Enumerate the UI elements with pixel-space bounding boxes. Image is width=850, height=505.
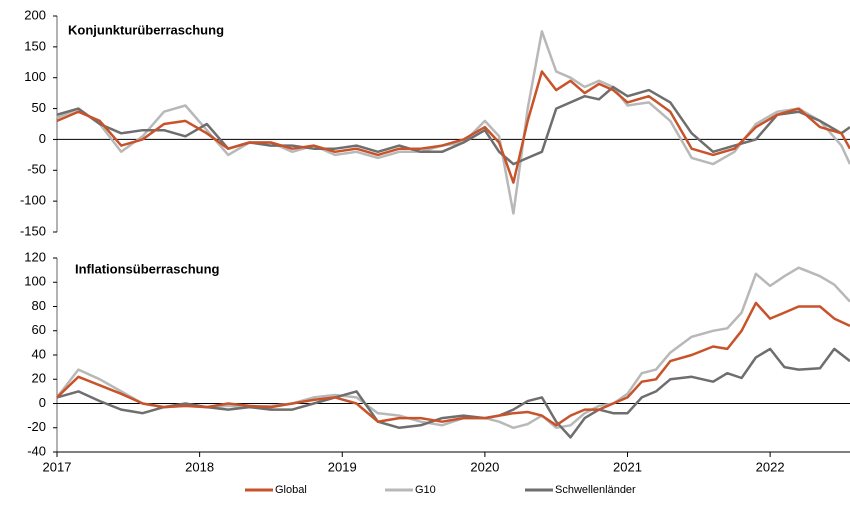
- y-tick-label: 20: [32, 371, 46, 386]
- y-tick-label: 200: [24, 7, 46, 22]
- y-tick-label: -100: [20, 193, 46, 208]
- x-tick-label: 2021: [613, 459, 642, 474]
- y-tick-label: 40: [32, 346, 46, 361]
- y-tick-label: -40: [27, 443, 46, 458]
- y-tick-label: 100: [24, 274, 46, 289]
- chart-title: Konjunkturüberraschung: [68, 22, 224, 37]
- y-tick-label: 100: [24, 69, 46, 84]
- chart-title: Inflationsüberraschung: [75, 261, 220, 276]
- x-tick-label: 2018: [185, 459, 214, 474]
- y-tick-label: 120: [24, 249, 46, 264]
- x-tick-label: 2017: [43, 459, 72, 474]
- legend-label: Global: [275, 484, 307, 496]
- series-line: [56, 347, 850, 439]
- y-tick-label: 150: [24, 38, 46, 53]
- y-tick-label: -50: [27, 162, 46, 177]
- y-tick-label: 80: [32, 298, 46, 313]
- y-tick-label: -20: [27, 419, 46, 434]
- x-tick-label: 2022: [756, 459, 785, 474]
- series-line: [56, 70, 850, 184]
- x-tick-label: 2020: [470, 459, 499, 474]
- x-tick-label: 2019: [328, 459, 357, 474]
- legend-label: G10: [415, 484, 436, 496]
- series-line: [56, 85, 850, 166]
- y-tick-label: -150: [20, 223, 46, 238]
- y-tick-label: 0: [39, 395, 46, 410]
- y-tick-label: 0: [39, 131, 46, 146]
- y-tick-label: 50: [32, 100, 46, 115]
- y-tick-label: 60: [32, 322, 46, 337]
- legend-label: Schwellenländer: [555, 484, 636, 496]
- series-line: [56, 301, 850, 427]
